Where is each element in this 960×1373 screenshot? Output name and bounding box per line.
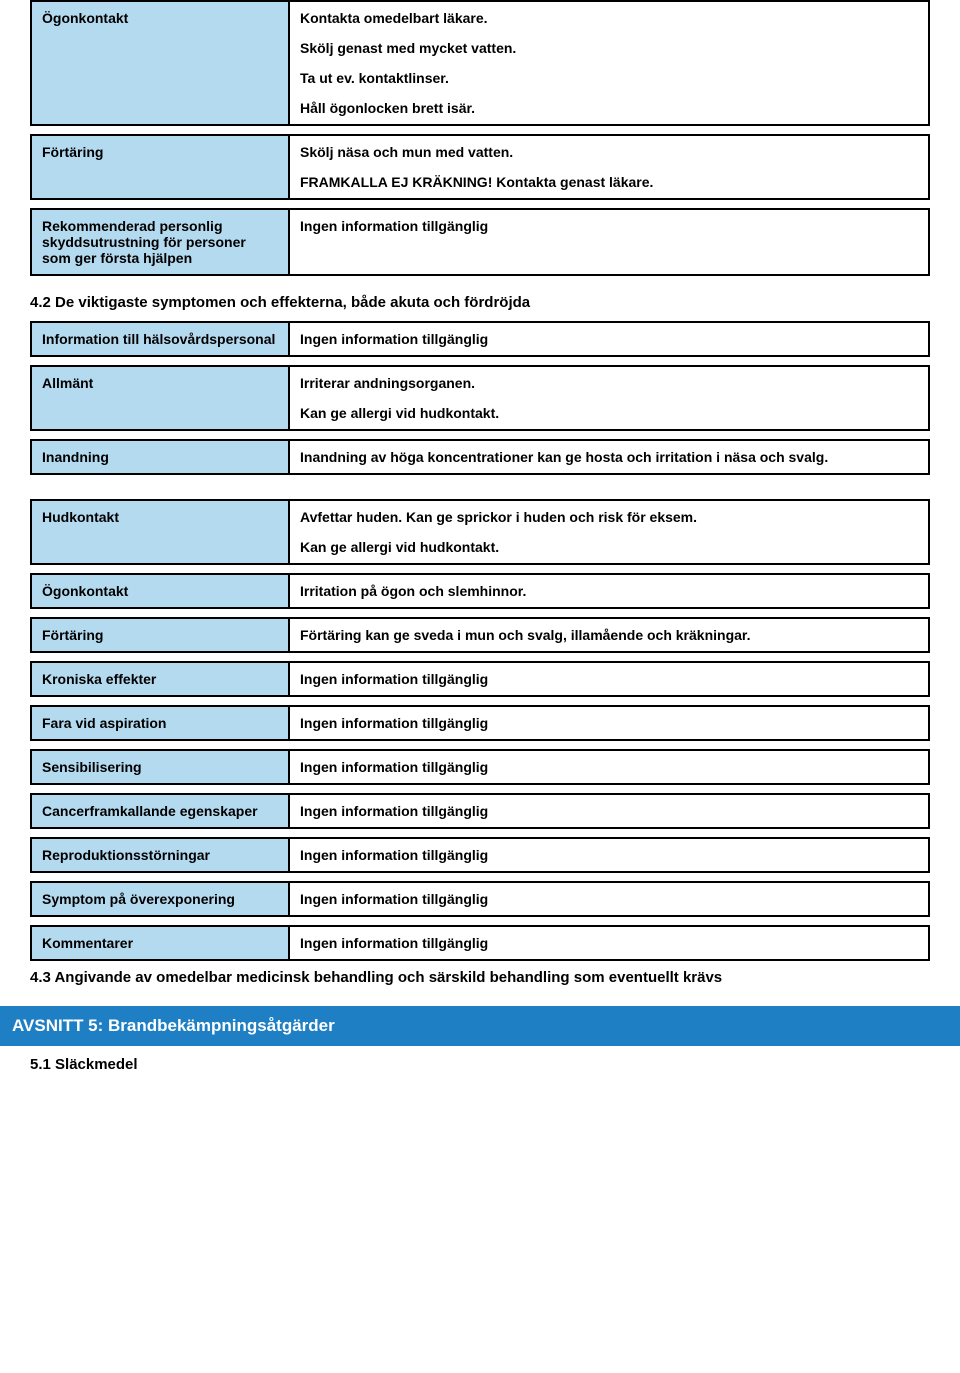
row-value: Ingen information tillgänglig <box>290 208 930 276</box>
row-label: Ögonkontakt <box>30 0 290 126</box>
row-value: Irriterar andningsorganen. Kan ge allergi… <box>290 365 930 431</box>
value-line: Ingen information tillgänglig <box>300 218 918 234</box>
row-label: Kroniska effekter <box>30 661 290 697</box>
section-5-1-heading: 5.1 Släckmedel <box>30 1050 930 1073</box>
value-line: Förtäring kan ge sveda i mun och svalg, … <box>300 627 918 643</box>
table-row: Rekommenderad personlig skyddsutrustning… <box>30 208 930 276</box>
row-label: Kommentarer <box>30 925 290 961</box>
table-row: Reproduktionsstörningar Ingen information… <box>30 837 930 873</box>
row-value: Ingen information tillgänglig <box>290 837 930 873</box>
table-row: Information till hälsovårdspersonal Ingen… <box>30 321 930 357</box>
row-label: Reproduktionsstörningar <box>30 837 290 873</box>
row-value: Kontakta omedelbart läkare. Skölj genast … <box>290 0 930 126</box>
value-line: Ingen information tillgänglig <box>300 671 918 687</box>
row-value: Ingen information tillgänglig <box>290 661 930 697</box>
value-line: Kan ge allergi vid hudkontakt. <box>300 539 918 555</box>
row-value: Irritation på ögon och slemhinnor. <box>290 573 930 609</box>
row-value: Ingen information tillgänglig <box>290 749 930 785</box>
row-label: Hudkontakt <box>30 499 290 565</box>
value-line: Irritation på ögon och slemhinnor. <box>300 583 918 599</box>
table-row: Cancerframkallande egenskaper Ingen infor… <box>30 793 930 829</box>
row-label: Fara vid aspiration <box>30 705 290 741</box>
value-line: Ingen information tillgänglig <box>300 891 918 907</box>
symptoms-rows-a: Information till hälsovårdspersonal Ingen… <box>30 321 930 475</box>
row-value: Skölj näsa och mun med vatten. FRAMKALLA … <box>290 134 930 200</box>
value-line: Inandning av höga koncentrationer kan ge… <box>300 449 918 465</box>
row-spacer <box>30 785 930 793</box>
value-line: Ingen information tillgänglig <box>300 331 918 347</box>
table-row: Kroniska effekter Ingen information tillg… <box>30 661 930 697</box>
row-label: Inandning <box>30 439 290 475</box>
value-line: Ingen information tillgänglig <box>300 935 918 951</box>
row-label: Förtäring <box>30 617 290 653</box>
table-row: Sensibilisering Ingen information tillgän… <box>30 749 930 785</box>
row-value: Ingen information tillgänglig <box>290 881 930 917</box>
table-row: Ögonkontakt Irritation på ögon och slemhi… <box>30 573 930 609</box>
table-row: Förtäring Skölj näsa och mun med vatten. F… <box>30 134 930 200</box>
value-line: Skölj genast med mycket vatten. <box>300 40 918 56</box>
row-value: Ingen information tillgänglig <box>290 705 930 741</box>
first-aid-rows: Ögonkontakt Kontakta omedelbart läkare. Sk… <box>30 0 930 276</box>
row-label: Allmänt <box>30 365 290 431</box>
document-root: Ögonkontakt Kontakta omedelbart läkare. Sk… <box>0 0 960 1103</box>
table-row: Inandning Inandning av höga koncentration… <box>30 439 930 475</box>
row-value: Ingen information tillgänglig <box>290 793 930 829</box>
value-line: Ingen information tillgänglig <box>300 847 918 863</box>
row-label: Förtäring <box>30 134 290 200</box>
table-row: Allmänt Irriterar andningsorganen. Kan ge … <box>30 365 930 431</box>
gap <box>30 475 930 499</box>
table-row: Förtäring Förtäring kan ge sveda i mun oc… <box>30 617 930 653</box>
value-line: Irriterar andningsorganen. <box>300 375 918 391</box>
row-value: Avfettar huden. Kan ge sprickor i huden … <box>290 499 930 565</box>
row-label: Information till hälsovårdspersonal <box>30 321 290 357</box>
row-value: Ingen information tillgänglig <box>290 321 930 357</box>
table-row: Kommentarer Ingen information tillgänglig <box>30 925 930 961</box>
row-value: Inandning av höga koncentrationer kan ge… <box>290 439 930 475</box>
row-spacer <box>30 917 930 925</box>
value-line: Ingen information tillgänglig <box>300 715 918 731</box>
row-label: Sensibilisering <box>30 749 290 785</box>
row-spacer <box>30 609 930 617</box>
row-spacer <box>30 431 930 439</box>
row-label: Rekommenderad personlig skyddsutrustning… <box>30 208 290 276</box>
row-spacer <box>30 653 930 661</box>
table-row: Ögonkontakt Kontakta omedelbart läkare. Sk… <box>30 0 930 126</box>
value-line: FRAMKALLA EJ KRÄKNING! Kontakta genast l… <box>300 174 918 190</box>
row-spacer <box>30 200 930 208</box>
value-line: Ingen information tillgänglig <box>300 803 918 819</box>
row-label: Symptom på överexponering <box>30 881 290 917</box>
row-label: Ögonkontakt <box>30 573 290 609</box>
value-line: Håll ögonlocken brett isär. <box>300 100 918 116</box>
section-4-3-heading: 4.3 Angivande av omedelbar medicinsk beh… <box>30 961 930 1002</box>
table-row: Hudkontakt Avfettar huden. Kan ge spricko… <box>30 499 930 565</box>
section-4-2-heading: 4.2 De viktigaste symptomen och effekter… <box>30 276 930 321</box>
row-spacer <box>30 741 930 749</box>
row-spacer <box>30 565 930 573</box>
row-label: Cancerframkallande egenskaper <box>30 793 290 829</box>
row-spacer <box>30 697 930 705</box>
value-line: Ingen information tillgänglig <box>300 759 918 775</box>
value-line: Avfettar huden. Kan ge sprickor i huden … <box>300 509 918 525</box>
value-line: Kan ge allergi vid hudkontakt. <box>300 405 918 421</box>
row-spacer <box>30 873 930 881</box>
section-5-bar: AVSNITT 5: Brandbekämpningsåtgärder <box>0 1006 960 1046</box>
row-spacer <box>30 126 930 134</box>
row-value: Förtäring kan ge sveda i mun och svalg, … <box>290 617 930 653</box>
table-row: Fara vid aspiration Ingen information til… <box>30 705 930 741</box>
row-value: Ingen information tillgänglig <box>290 925 930 961</box>
table-row: Symptom på överexponering Ingen informati… <box>30 881 930 917</box>
row-spacer <box>30 829 930 837</box>
value-line: Ta ut ev. kontaktlinser. <box>300 70 918 86</box>
row-spacer <box>30 357 930 365</box>
value-line: Kontakta omedelbart läkare. <box>300 10 918 26</box>
symptoms-rows-b: Hudkontakt Avfettar huden. Kan ge spricko… <box>30 499 930 961</box>
value-line: Skölj näsa och mun med vatten. <box>300 144 918 160</box>
